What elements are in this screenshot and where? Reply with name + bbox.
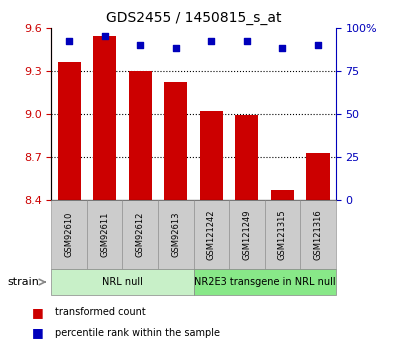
Text: GSM121316: GSM121316 xyxy=(314,209,322,260)
Text: NR2E3 transgene in NRL null: NR2E3 transgene in NRL null xyxy=(194,277,335,287)
Text: GSM121315: GSM121315 xyxy=(278,209,287,260)
Text: GSM92613: GSM92613 xyxy=(171,212,180,257)
Text: GSM92610: GSM92610 xyxy=(65,212,73,257)
Bar xyxy=(235,115,258,200)
Text: strain: strain xyxy=(8,277,40,287)
Bar xyxy=(200,111,223,200)
Text: GSM92611: GSM92611 xyxy=(100,212,109,257)
Point xyxy=(208,39,214,44)
Point xyxy=(137,42,143,48)
Text: GSM121242: GSM121242 xyxy=(207,209,216,260)
Text: GSM92612: GSM92612 xyxy=(136,212,145,257)
Point xyxy=(279,46,286,51)
Point xyxy=(66,39,72,44)
Text: NRL null: NRL null xyxy=(102,277,143,287)
Bar xyxy=(164,82,187,200)
Bar xyxy=(307,152,329,200)
Text: ■: ■ xyxy=(32,306,43,319)
Text: transformed count: transformed count xyxy=(55,307,146,317)
Point xyxy=(102,33,108,39)
Bar xyxy=(58,62,81,200)
Point xyxy=(315,42,321,48)
Text: ■: ■ xyxy=(32,326,43,339)
Text: GSM121249: GSM121249 xyxy=(243,209,251,260)
Bar xyxy=(93,36,116,200)
Title: GDS2455 / 1450815_s_at: GDS2455 / 1450815_s_at xyxy=(106,11,281,25)
Point xyxy=(244,39,250,44)
Point xyxy=(173,46,179,51)
Text: percentile rank within the sample: percentile rank within the sample xyxy=(55,328,220,338)
Bar xyxy=(271,190,294,200)
Bar xyxy=(129,71,152,200)
